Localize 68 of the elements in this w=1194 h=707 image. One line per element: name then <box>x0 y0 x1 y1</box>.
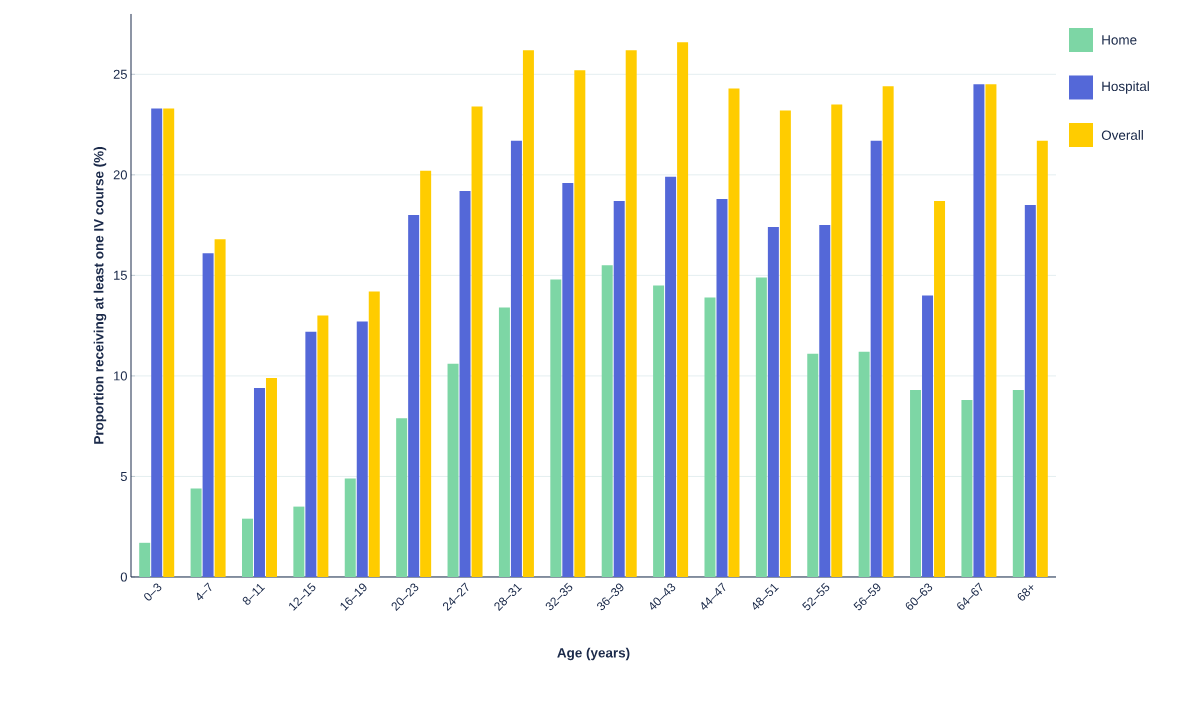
y-tick-label: 25 <box>113 69 127 79</box>
bar <box>344 478 356 577</box>
bar <box>139 542 151 577</box>
bar <box>677 42 689 577</box>
bar <box>1012 389 1024 577</box>
bar <box>293 506 305 577</box>
bar <box>858 351 870 577</box>
bar <box>973 84 985 577</box>
y-tick-label: 15 <box>114 270 127 280</box>
x-axis-title: Age (years) <box>557 647 630 661</box>
bar <box>653 285 665 577</box>
bar <box>396 418 408 577</box>
legend-label: Home <box>1102 35 1137 45</box>
y-tick-label: 0 <box>120 572 127 582</box>
bar <box>368 291 380 577</box>
bar <box>447 363 459 577</box>
x-tick-label: 4–7 <box>196 582 212 601</box>
bar <box>574 70 586 577</box>
bar <box>265 377 277 577</box>
bar <box>625 50 637 577</box>
bar <box>882 86 894 577</box>
bar <box>910 389 922 577</box>
bar <box>190 488 202 577</box>
bar <box>831 104 843 577</box>
bar <box>870 140 882 577</box>
bar <box>498 307 510 577</box>
bar <box>985 84 997 577</box>
bar <box>356 321 368 577</box>
y-tick-label: 20 <box>113 170 127 180</box>
bar <box>562 182 574 577</box>
y-tick-label: 5 <box>120 471 127 481</box>
x-tick-label: 0–3 <box>144 583 162 601</box>
bar <box>151 108 163 577</box>
bar <box>1024 205 1036 577</box>
bar <box>305 331 317 577</box>
bar <box>459 190 471 577</box>
bar <box>961 400 973 577</box>
bar <box>807 353 819 577</box>
legend-label: Overall <box>1101 130 1143 140</box>
bar <box>214 239 226 577</box>
bar <box>420 170 432 577</box>
bar <box>767 227 779 577</box>
bar <box>253 387 265 577</box>
bar <box>317 315 329 577</box>
bar <box>779 110 791 577</box>
y-axis-title: Proportion receiving at least one IV course (%) <box>93 147 107 444</box>
x-tick-label: 68+ <box>1017 585 1034 601</box>
bar <box>755 277 767 577</box>
bar <box>922 295 934 577</box>
bar <box>665 176 677 577</box>
bar <box>241 518 253 577</box>
bar <box>934 200 946 577</box>
bar <box>728 88 740 577</box>
bar <box>510 140 522 577</box>
legend-label: Hospital <box>1102 81 1149 94</box>
bar <box>163 108 175 577</box>
bar <box>408 215 420 577</box>
bar <box>601 265 613 577</box>
y-tick-label: 10 <box>114 371 127 381</box>
bar <box>202 253 214 577</box>
bar <box>704 297 716 577</box>
bar <box>550 279 562 577</box>
bar <box>716 198 728 577</box>
bar <box>819 225 831 577</box>
bar <box>522 50 534 577</box>
bar <box>1036 140 1048 577</box>
bar <box>471 106 483 577</box>
bar <box>613 200 625 577</box>
